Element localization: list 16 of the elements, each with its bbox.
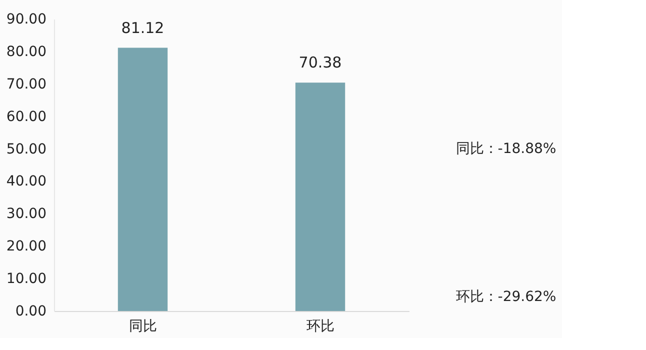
y-tick-label: 80.00 [6,44,46,60]
y-tick-label: 30.00 [6,206,46,222]
x-tick-label: 环比 [306,318,334,334]
y-tick-label: 20.00 [6,238,46,255]
y-tick-label: 60.00 [6,108,46,125]
y-tick-label: 0.00 [15,304,46,320]
text: 环比：-29.62% [456,289,556,305]
y-tick-label: 50.00 [6,141,46,158]
text: 同比：-18.88% [456,141,556,157]
y-tick-label: 90.00 [6,12,46,28]
y-tick-label: 70.00 [6,76,46,92]
y-tick-label: 10.00 [6,271,46,288]
x-tick-label: 同比 [128,318,157,334]
data-label: 70.38 [298,54,342,72]
data-label: 81.12 [121,18,164,37]
y-tick-label: 40.00 [6,174,46,190]
